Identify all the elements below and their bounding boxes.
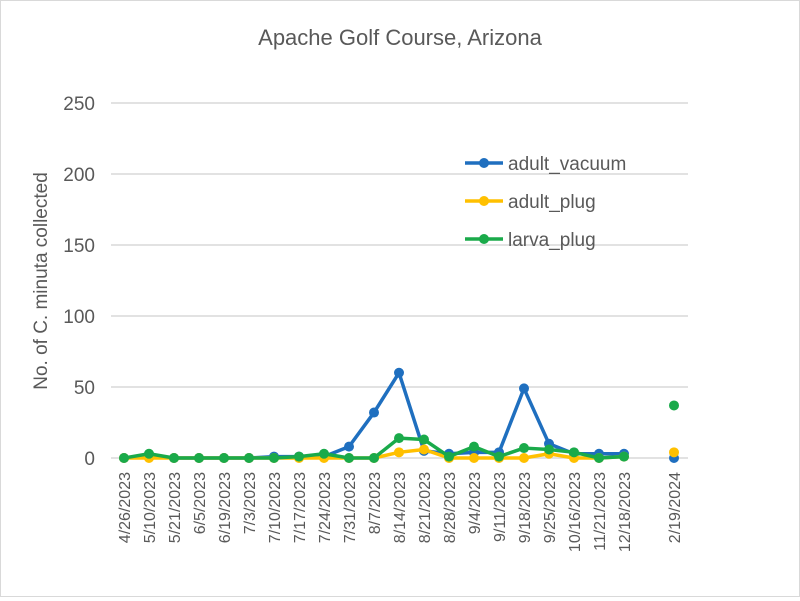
data-point xyxy=(394,447,404,458)
data-point xyxy=(444,451,454,462)
data-point xyxy=(669,400,679,411)
data-point xyxy=(194,453,204,463)
data-point xyxy=(594,453,604,463)
x-tick-label: 7/17/2023 xyxy=(292,472,309,543)
data-point xyxy=(369,407,379,418)
data-point xyxy=(419,444,429,455)
y-tick-label: 100 xyxy=(63,307,95,328)
data-point xyxy=(119,453,129,463)
x-tick-label: 11/21/2023 xyxy=(592,472,609,551)
data-point xyxy=(144,448,154,459)
data-point xyxy=(619,451,629,462)
data-point xyxy=(469,453,479,463)
x-tick-label: 7/3/2023 xyxy=(242,472,259,534)
data-point xyxy=(519,453,529,463)
x-tick-label: 7/31/2023 xyxy=(342,472,359,543)
x-tick-label: 5/21/2023 xyxy=(167,472,184,543)
y-tick-label: 50 xyxy=(74,378,95,399)
data-point xyxy=(494,451,504,462)
x-tick-label: 8/21/2023 xyxy=(417,472,434,543)
data-point xyxy=(519,443,529,454)
x-tick-label: 9/18/2023 xyxy=(517,472,534,543)
legend-marker xyxy=(479,234,489,244)
data-point xyxy=(544,444,554,455)
legend-label: adult_vacuum xyxy=(508,154,626,175)
data-point xyxy=(569,447,579,458)
legend-marker xyxy=(479,158,489,168)
data-point xyxy=(269,453,279,463)
data-point xyxy=(419,434,429,445)
x-tick-label: 5/10/2023 xyxy=(142,472,159,543)
legend-item-larva_plug: larva_plug xyxy=(465,230,596,251)
legend-label: adult_plug xyxy=(508,192,596,213)
data-point xyxy=(169,453,179,463)
x-tick-label: 7/10/2023 xyxy=(267,472,284,543)
data-point xyxy=(519,383,529,394)
legend-label: larva_plug xyxy=(508,230,596,251)
x-tick-label: 4/26/2023 xyxy=(117,472,134,543)
x-tick-label: 8/7/2023 xyxy=(367,472,384,534)
y-tick-label: 250 xyxy=(63,94,95,115)
legend-item-adult_vacuum: adult_vacuum xyxy=(465,154,626,175)
data-point xyxy=(344,453,354,463)
y-tick-label: 0 xyxy=(84,449,95,470)
data-point xyxy=(369,453,379,463)
x-tick-label: 12/18/2023 xyxy=(617,472,634,552)
chart-title: Apache Golf Course, Arizona xyxy=(258,25,542,50)
data-point xyxy=(294,451,304,462)
x-tick-label: 9/4/2023 xyxy=(467,472,484,534)
data-point xyxy=(219,453,229,463)
x-tick-label: 8/28/2023 xyxy=(442,472,459,543)
legend-item-adult_plug: adult_plug xyxy=(465,192,596,213)
x-tick-label: 9/11/2023 xyxy=(492,472,509,542)
x-tick-label: 10/16/2023 xyxy=(567,472,584,552)
x-tick-label: 7/24/2023 xyxy=(317,472,334,543)
data-point xyxy=(344,441,354,452)
x-tick-label: 8/14/2023 xyxy=(392,472,409,543)
x-tick-label: 9/25/2023 xyxy=(542,472,559,543)
y-axis-title: No. of C. minuta collected xyxy=(31,172,52,390)
y-tick-label: 200 xyxy=(63,165,95,186)
data-point xyxy=(244,453,254,463)
series-larva_plug xyxy=(119,400,679,463)
x-tick-label: 2/19/2024 xyxy=(667,472,684,543)
data-point xyxy=(469,441,479,452)
data-point xyxy=(669,447,679,458)
x-tick-label: 6/19/2023 xyxy=(217,472,234,543)
data-point xyxy=(319,448,329,459)
data-point xyxy=(394,433,404,444)
data-point xyxy=(394,367,404,378)
legend-marker xyxy=(479,196,489,206)
x-tick-label: 6/5/2023 xyxy=(192,472,209,534)
y-tick-label: 150 xyxy=(63,236,95,257)
